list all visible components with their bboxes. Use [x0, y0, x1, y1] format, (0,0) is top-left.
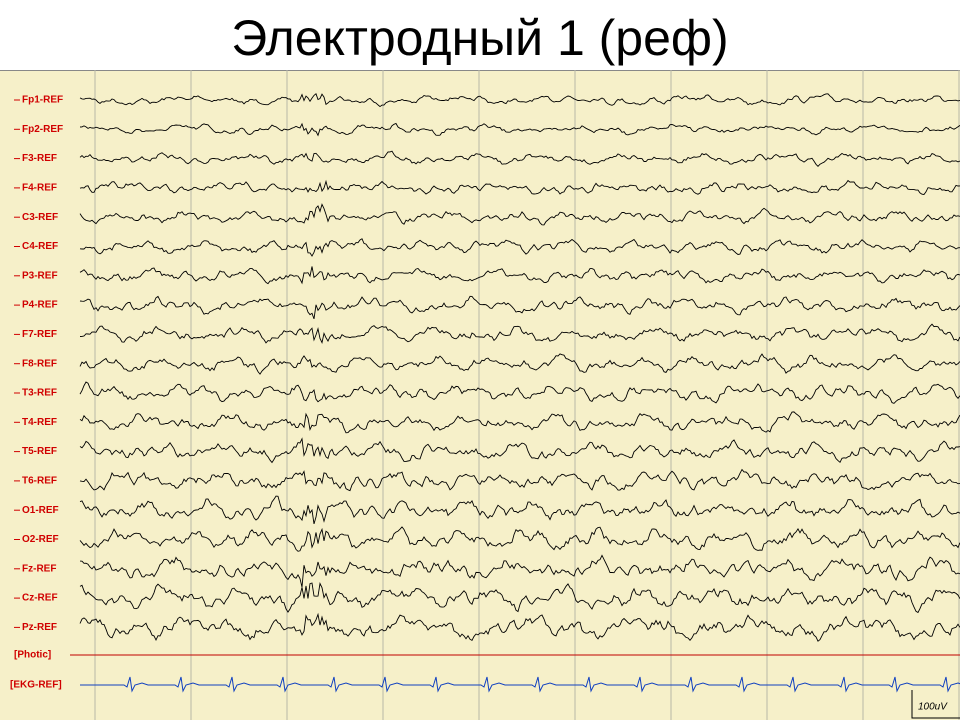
channel-label: T6-REF: [22, 476, 57, 487]
traces: [70, 93, 960, 693]
eeg-trace: [79, 381, 960, 404]
channel-label: O2-REF: [22, 534, 59, 545]
scale-label: 100uV: [918, 702, 948, 713]
eeg-trace: [79, 526, 960, 552]
channel-label: F8-REF: [22, 358, 57, 369]
channel-label: P3-REF: [22, 270, 58, 281]
panel-background: [0, 70, 960, 720]
channel-label: T5-REF: [22, 446, 57, 457]
eeg-trace: [79, 238, 960, 257]
channel-label: Fz-REF: [22, 563, 56, 574]
eeg-trace: [79, 495, 960, 525]
channel-label: C4-REF: [22, 241, 58, 252]
eeg-trace: [79, 295, 960, 320]
scale-bracket: [911, 690, 960, 719]
channel-label: T4-REF: [22, 417, 57, 428]
eeg-trace: [79, 150, 960, 167]
eeg-trace: [79, 581, 960, 614]
time-grid: [94, 70, 960, 720]
channel-label: C3-REF: [22, 212, 58, 223]
ekg-trace: [80, 676, 960, 693]
channel-labels: Fp1-REF Fp2-REF F3-REF F4-REF C3-REF C4-REF P3…: [10, 95, 63, 691]
eeg-trace: [79, 411, 960, 434]
channel-label: Fp2-REF: [22, 124, 63, 135]
ekg-label: [EKG-REF]: [10, 680, 62, 691]
eeg-panel: Fp1-REF Fp2-REF F3-REF F4-REF C3-REF C4-REF P3…: [0, 70, 960, 720]
channel-label: P4-REF: [22, 300, 58, 311]
channel-label: Cz-REF: [22, 593, 58, 604]
channel-label: F3-REF: [22, 153, 57, 164]
eeg-trace: [79, 203, 960, 226]
photic-label: [Photic]: [14, 650, 51, 661]
eeg-trace: [79, 554, 960, 588]
channel-label: Pz-REF: [22, 622, 57, 633]
eeg-trace: [79, 266, 960, 285]
eeg-trace: [79, 122, 960, 137]
channel-label: F7-REF: [22, 329, 57, 340]
eeg-trace: [79, 353, 960, 375]
eeg-trace: [79, 437, 960, 464]
channel-label: Fp1-REF: [22, 95, 63, 106]
eeg-trace: [79, 93, 960, 108]
eeg-trace: [79, 468, 960, 492]
eeg-trace: [79, 612, 960, 642]
channel-label: T3-REF: [22, 388, 57, 399]
channel-label: O1-REF: [22, 505, 59, 516]
slide-title: Электродный 1 (реф): [231, 10, 729, 66]
eeg-trace: [79, 179, 960, 195]
eeg-trace: [79, 323, 960, 344]
channel-label: F4-REF: [22, 183, 57, 194]
